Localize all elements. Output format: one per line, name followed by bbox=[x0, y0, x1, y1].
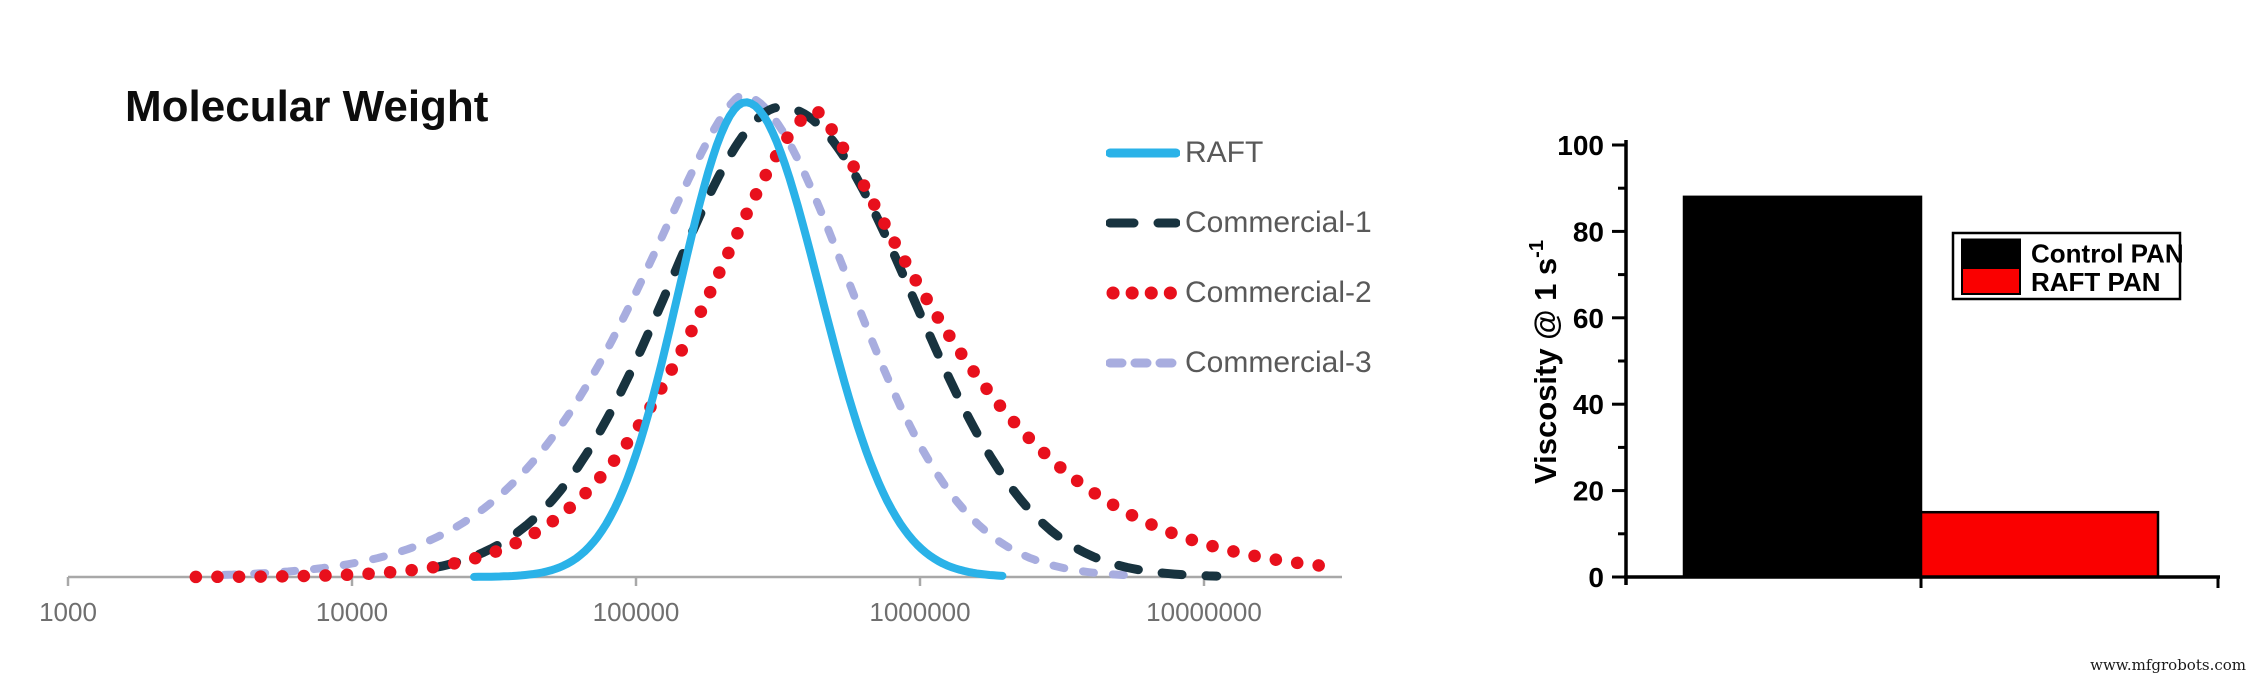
visc-legend-swatch-control bbox=[1961, 238, 2021, 268]
mw-x-tick-label: 100000 bbox=[593, 597, 680, 627]
visc-y-tick-label: 0 bbox=[1588, 562, 1604, 593]
mw-curve-commercial-3 bbox=[220, 91, 1132, 580]
mw-legend-item: RAFT bbox=[1106, 118, 1372, 188]
visc-y-tick-label: 40 bbox=[1573, 389, 1604, 420]
mw-legend-item: Commercial-3 bbox=[1106, 328, 1372, 398]
mw-legend-label: Commercial-3 bbox=[1185, 346, 1372, 379]
bar-raft-pan bbox=[1919, 510, 2160, 579]
visc-legend-label: Control PAN bbox=[2031, 239, 2184, 269]
visc-legend-label: RAFT PAN bbox=[2031, 267, 2161, 297]
mw-x-tick-label: 10000000 bbox=[1146, 597, 1262, 627]
mw-legend-sample-solid bbox=[1106, 148, 1180, 158]
mw-curve-raft bbox=[470, 98, 1007, 581]
bar-control-pan bbox=[1682, 195, 1923, 579]
visc-y-tick-label: 100 bbox=[1557, 130, 1604, 161]
mw-curve-commercial-1 bbox=[432, 102, 1222, 581]
mw-chart-title: Molecular Weight bbox=[125, 82, 489, 131]
mw-legend-sample-dashed-short bbox=[1106, 358, 1180, 368]
mw-x-tick-label: 1000 bbox=[39, 597, 97, 627]
mw-chart: 1000 10000 100000 1000000 10000000 bbox=[39, 91, 1342, 627]
mw-chart-legend: RAFT Commercial-1 Commercial-2 Commercial-3 bbox=[1106, 118, 1372, 398]
mw-curve-commercial-2 bbox=[189, 104, 1327, 584]
mw-legend-sample-dashed bbox=[1106, 218, 1180, 228]
visc-legend-swatch-raft bbox=[1961, 267, 2021, 295]
visc-y-tick-label: 60 bbox=[1573, 303, 1604, 334]
viscosity-chart: 0 20 40 60 80 100 Viscosity @ 1 s-1 Control PAN… bbox=[1526, 130, 2220, 593]
mw-x-tick-label: 1000000 bbox=[869, 597, 970, 627]
visc-y-tick-label: 20 bbox=[1573, 476, 1604, 507]
mw-x-tick-label: 10000 bbox=[316, 597, 388, 627]
mw-legend-item: Commercial-1 bbox=[1106, 188, 1372, 258]
mw-legend-sample-dotted bbox=[1106, 286, 1180, 300]
visc-y-tick-label: 80 bbox=[1573, 216, 1604, 247]
visc-y-axis-label: Viscosity @ 1 s-1 bbox=[1526, 240, 1563, 484]
mw-legend-label: Commercial-1 bbox=[1185, 206, 1372, 239]
mw-legend-label: RAFT bbox=[1185, 136, 1264, 169]
mw-legend-label: Commercial-2 bbox=[1185, 276, 1372, 309]
watermark-text: www.mfgrobots.com bbox=[2090, 656, 2246, 674]
mw-legend-item: Commercial-2 bbox=[1106, 258, 1372, 328]
